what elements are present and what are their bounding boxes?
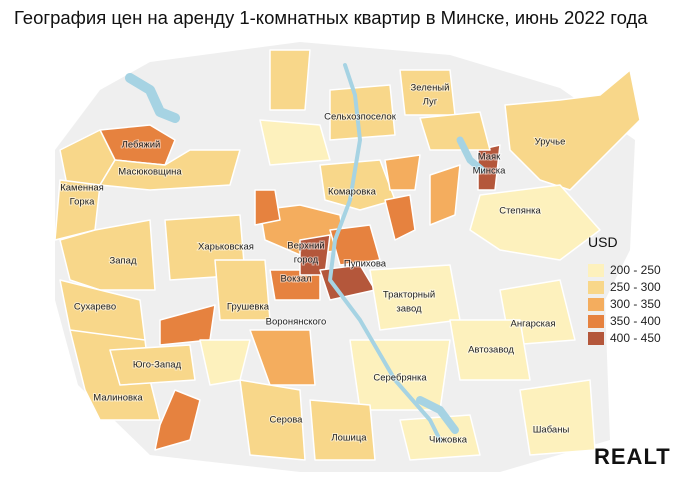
map-title: География цен на аренду 1-комнатных квар… bbox=[14, 7, 648, 28]
districts bbox=[54, 49, 641, 461]
district bbox=[154, 389, 201, 451]
district-label: Серебрянка bbox=[373, 373, 427, 384]
district bbox=[384, 154, 421, 191]
district bbox=[469, 184, 601, 261]
legend-swatch bbox=[588, 315, 604, 328]
legend: USD 200 - 250 250 - 300 300 - 350 350 - 400… bbox=[588, 234, 661, 345]
district-label: Чижовка bbox=[429, 435, 468, 446]
legend-label: 200 - 250 bbox=[610, 263, 661, 277]
legend-title: USD bbox=[588, 234, 618, 250]
logo: REALT bbox=[594, 444, 671, 469]
district-label: Пупихова bbox=[344, 259, 387, 270]
legend-label: 300 - 350 bbox=[610, 297, 661, 311]
district bbox=[269, 49, 311, 111]
district bbox=[109, 344, 196, 386]
district-label: Минска bbox=[473, 166, 507, 177]
district-label: Степянка bbox=[499, 206, 541, 217]
district-label: Сельхозпоселок bbox=[324, 112, 397, 123]
district-label: Запад bbox=[110, 256, 137, 267]
district bbox=[384, 194, 416, 241]
legend-label: 250 - 300 bbox=[610, 280, 661, 294]
district-label: Автозавод bbox=[468, 345, 514, 356]
district-labels: Лебяжий Масюковщина Каменная Горка Зеленый Лу… bbox=[59, 82, 570, 447]
district bbox=[259, 119, 331, 166]
legend-swatch bbox=[588, 298, 604, 311]
district bbox=[214, 259, 271, 321]
legend-swatch bbox=[588, 332, 604, 345]
district bbox=[419, 111, 491, 151]
district-label: Шабаны bbox=[533, 425, 570, 436]
district-label: Верхний bbox=[287, 241, 324, 252]
district-label: Комаровка bbox=[328, 187, 377, 198]
district-label: Ангарская bbox=[511, 319, 556, 330]
district-label: Грушевка bbox=[227, 302, 270, 313]
district bbox=[239, 379, 306, 461]
district-label: Тракторный bbox=[383, 290, 435, 301]
district bbox=[319, 159, 396, 211]
legend-label: 350 - 400 bbox=[610, 314, 661, 328]
district-label: Маяк bbox=[478, 152, 501, 163]
district-label: Юго-Запад bbox=[133, 360, 182, 371]
district bbox=[504, 69, 641, 191]
district bbox=[254, 189, 281, 226]
district-label: Зеленый bbox=[411, 83, 450, 94]
district bbox=[477, 144, 501, 191]
district-label: город bbox=[294, 255, 319, 266]
district-label: Луг bbox=[423, 97, 438, 108]
district-label: Малиновка bbox=[93, 393, 143, 404]
legend-swatch bbox=[588, 281, 604, 294]
district bbox=[329, 84, 396, 141]
district-label: Горка bbox=[70, 197, 95, 208]
district-label: Вокзал bbox=[280, 274, 311, 285]
district-label: Сухарево bbox=[74, 302, 116, 313]
district bbox=[329, 224, 381, 266]
district-label: Серова bbox=[270, 415, 304, 426]
district bbox=[449, 319, 531, 381]
legend-swatch bbox=[588, 264, 604, 277]
district-label: завод bbox=[396, 304, 422, 315]
district-label: Лошица bbox=[331, 433, 367, 444]
district bbox=[309, 399, 376, 461]
district-label: Уручье bbox=[535, 137, 566, 148]
district-label: Воронянского bbox=[266, 317, 327, 328]
district-label: Лебяжий bbox=[122, 140, 161, 151]
legend-label: 400 - 450 bbox=[610, 331, 661, 345]
district bbox=[249, 329, 316, 386]
district-label: Масюковщина bbox=[118, 167, 182, 178]
district bbox=[99, 149, 241, 191]
district-label: Каменная bbox=[60, 183, 104, 194]
district bbox=[429, 164, 461, 226]
water bbox=[125, 63, 486, 442]
district-label: Харьковская bbox=[198, 242, 254, 253]
district bbox=[519, 379, 596, 456]
